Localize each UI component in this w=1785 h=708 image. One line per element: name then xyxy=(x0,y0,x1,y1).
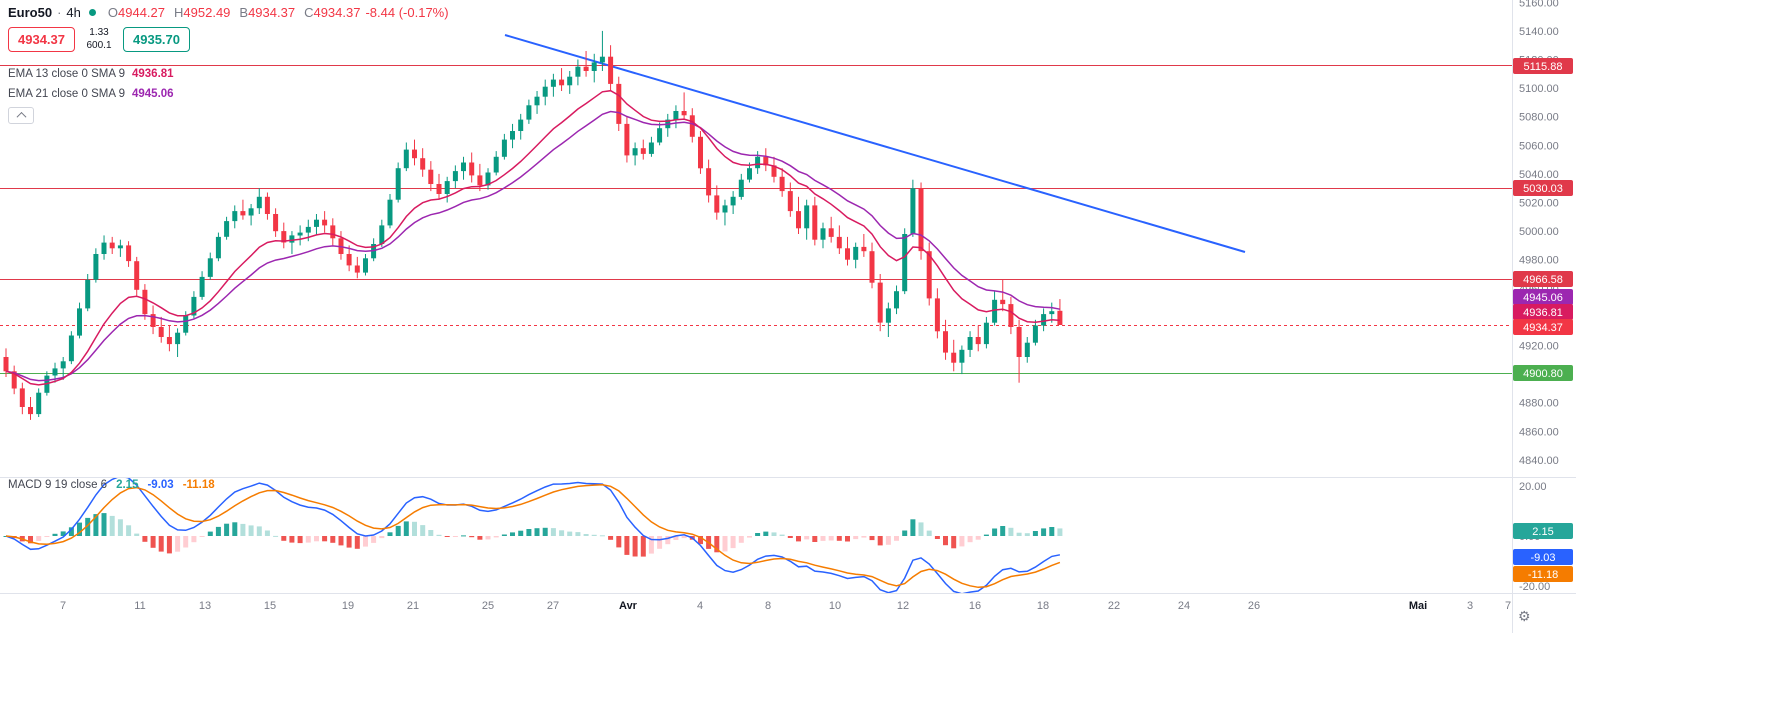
svg-text:5060.00: 5060.00 xyxy=(1519,140,1559,152)
price-badge: 2.15 xyxy=(1513,523,1573,539)
price-badge: 5030.03 xyxy=(1513,180,1573,196)
volume-value: 600.1 xyxy=(86,40,112,51)
indicator-name: EMA 21 close 0 SMA 9 xyxy=(8,88,125,100)
svg-text:5140.00: 5140.00 xyxy=(1519,26,1559,38)
time-axis-label[interactable]: 16 xyxy=(968,600,982,612)
time-axis-label[interactable]: 4 xyxy=(696,600,704,612)
svg-text:4945.06: 4945.06 xyxy=(1523,292,1563,304)
svg-text:4920.00: 4920.00 xyxy=(1519,341,1559,353)
svg-text:-9.03: -9.03 xyxy=(1530,552,1555,564)
ohlc-close: C4934.37 xyxy=(304,5,361,20)
time-axis-label[interactable]: 26 xyxy=(1247,600,1261,612)
time-axis-label[interactable]: 24 xyxy=(1177,600,1191,612)
time-axis-month-label[interactable]: Avr xyxy=(619,600,637,612)
macd-name: MACD 9 19 close 6 xyxy=(8,479,108,491)
settings-gear-button[interactable]: ⚙ xyxy=(1518,608,1531,624)
time-axis-label[interactable]: 7 xyxy=(1504,600,1512,612)
indicator-value: 4936.81 xyxy=(131,68,174,80)
price-badge: 4934.37 xyxy=(1513,319,1573,335)
svg-text:20.00: 20.00 xyxy=(1519,481,1547,493)
price-badge: 4900.80 xyxy=(1513,365,1573,381)
macd-signal-value: -11.18 xyxy=(182,479,215,491)
time-axis-label[interactable]: 22 xyxy=(1107,600,1121,612)
svg-text:4936.81: 4936.81 xyxy=(1523,307,1563,319)
svg-text:5020.00: 5020.00 xyxy=(1519,198,1559,210)
price-badge: 4936.81 xyxy=(1513,304,1573,320)
macd-line xyxy=(5,478,1061,593)
time-axis-label[interactable]: 25 xyxy=(481,600,495,612)
svg-text:4860.00: 4860.00 xyxy=(1519,426,1559,438)
time-axis[interactable]: ⚙ 7 11 13 15 19 21 25 27 Avr 4 8 10 12 16 18 22 24 26 Mai 3… xyxy=(0,593,1576,633)
time-axis-label[interactable]: 18 xyxy=(1036,600,1050,612)
price-badge: -9.03 xyxy=(1513,549,1573,565)
ema21-line[interactable] xyxy=(5,110,1061,382)
ema13-line[interactable] xyxy=(5,89,1060,386)
macd-line-value: -9.03 xyxy=(147,479,174,491)
ohlc-low: B4934.37 xyxy=(239,5,296,20)
chevron-up-icon xyxy=(16,111,26,122)
trade-panel: 4934.37 1.33 600.1 4935.70 xyxy=(8,26,190,52)
chart-canvas[interactable]: 5160.005140.005120.005100.005080.005060.… xyxy=(0,0,1785,633)
indicator-row-ema13[interactable]: EMA 13 close 0 SMA 9 4936.81 xyxy=(8,66,174,82)
svg-text:4934.37: 4934.37 xyxy=(1523,322,1563,334)
indicator-value: 4945.06 xyxy=(131,88,174,100)
time-axis-label[interactable]: 27 xyxy=(546,600,560,612)
ohlc-high: H4952.49 xyxy=(174,5,231,20)
time-axis-label[interactable]: 7 xyxy=(59,600,67,612)
time-axis-label[interactable]: 3 xyxy=(1466,600,1474,612)
svg-text:4966.58: 4966.58 xyxy=(1523,274,1563,286)
symbol-title-row[interactable]: Euro50 · 4h O4944.27 H4952.49 B4934.37 C… xyxy=(8,5,449,20)
legend-collapse-button[interactable] xyxy=(8,107,34,124)
buy-button[interactable]: 4935.70 xyxy=(123,26,190,52)
macd-signal-line xyxy=(5,484,1061,589)
time-axis-label[interactable]: 8 xyxy=(764,600,772,612)
spread-value: 1.33 xyxy=(89,27,109,38)
trendline[interactable] xyxy=(504,34,1246,253)
sell-button[interactable]: 4934.37 xyxy=(8,26,75,52)
price-badge: 5115.88 xyxy=(1513,58,1573,74)
svg-text:5100.00: 5100.00 xyxy=(1519,83,1559,95)
symbol-name[interactable]: Euro50 xyxy=(8,5,53,20)
svg-text:4900.80: 4900.80 xyxy=(1523,368,1563,380)
timeframe-label[interactable]: 4h xyxy=(66,5,81,20)
svg-text:5115.88: 5115.88 xyxy=(1524,61,1563,73)
time-axis-month-label[interactable]: Mai xyxy=(1408,600,1428,612)
spread-info: 1.33 600.1 xyxy=(80,26,118,52)
ohlc-open: O4944.27 xyxy=(107,5,166,20)
price-axis[interactable]: 5160.005140.005120.005100.005080.005060.… xyxy=(1519,0,1559,593)
svg-text:5030.03: 5030.03 xyxy=(1523,183,1563,195)
svg-text:5160.00: 5160.00 xyxy=(1519,0,1559,9)
axis-badges: 5115.88 5030.03 4966.58 4945.06 4936.81 4934.… xyxy=(1513,58,1573,582)
svg-text:4840.00: 4840.00 xyxy=(1519,455,1559,467)
time-axis-label[interactable]: 13 xyxy=(198,600,212,612)
indicator-row-macd[interactable]: MACD 9 19 close 6 2.15 -9.03 -11.18 xyxy=(8,479,215,491)
market-status-icon xyxy=(88,9,96,16)
price-levels xyxy=(0,65,1512,374)
time-axis-label[interactable]: 10 xyxy=(828,600,842,612)
time-axis-label[interactable]: 21 xyxy=(406,600,420,612)
macd-pane xyxy=(3,478,1063,593)
svg-text:-11.18: -11.18 xyxy=(1528,569,1558,581)
svg-text:4980.00: 4980.00 xyxy=(1519,255,1559,267)
title-separator: · xyxy=(57,5,62,20)
svg-text:5000.00: 5000.00 xyxy=(1519,226,1559,238)
price-badge: -11.18 xyxy=(1513,566,1573,582)
time-axis-label[interactable]: 12 xyxy=(896,600,910,612)
svg-text:4880.00: 4880.00 xyxy=(1519,398,1559,410)
time-axis-label[interactable]: 15 xyxy=(263,600,277,612)
svg-text:2.15: 2.15 xyxy=(1532,526,1553,538)
change-label: -8.44 (-0.17%) xyxy=(365,5,449,20)
time-axis-label[interactable]: 11 xyxy=(134,600,146,612)
svg-text:5040.00: 5040.00 xyxy=(1519,169,1559,181)
indicator-row-ema21[interactable]: EMA 21 close 0 SMA 9 4945.06 xyxy=(8,86,174,102)
svg-text:5080.00: 5080.00 xyxy=(1519,112,1559,124)
macd-hist-value: 2.15 xyxy=(116,479,139,491)
price-badge: 4945.06 xyxy=(1513,289,1573,305)
svg-text:-20.00: -20.00 xyxy=(1519,581,1550,593)
indicator-name: EMA 13 close 0 SMA 9 xyxy=(8,68,125,80)
price-badge: 4966.58 xyxy=(1513,271,1573,287)
time-axis-label[interactable]: 19 xyxy=(341,600,355,612)
